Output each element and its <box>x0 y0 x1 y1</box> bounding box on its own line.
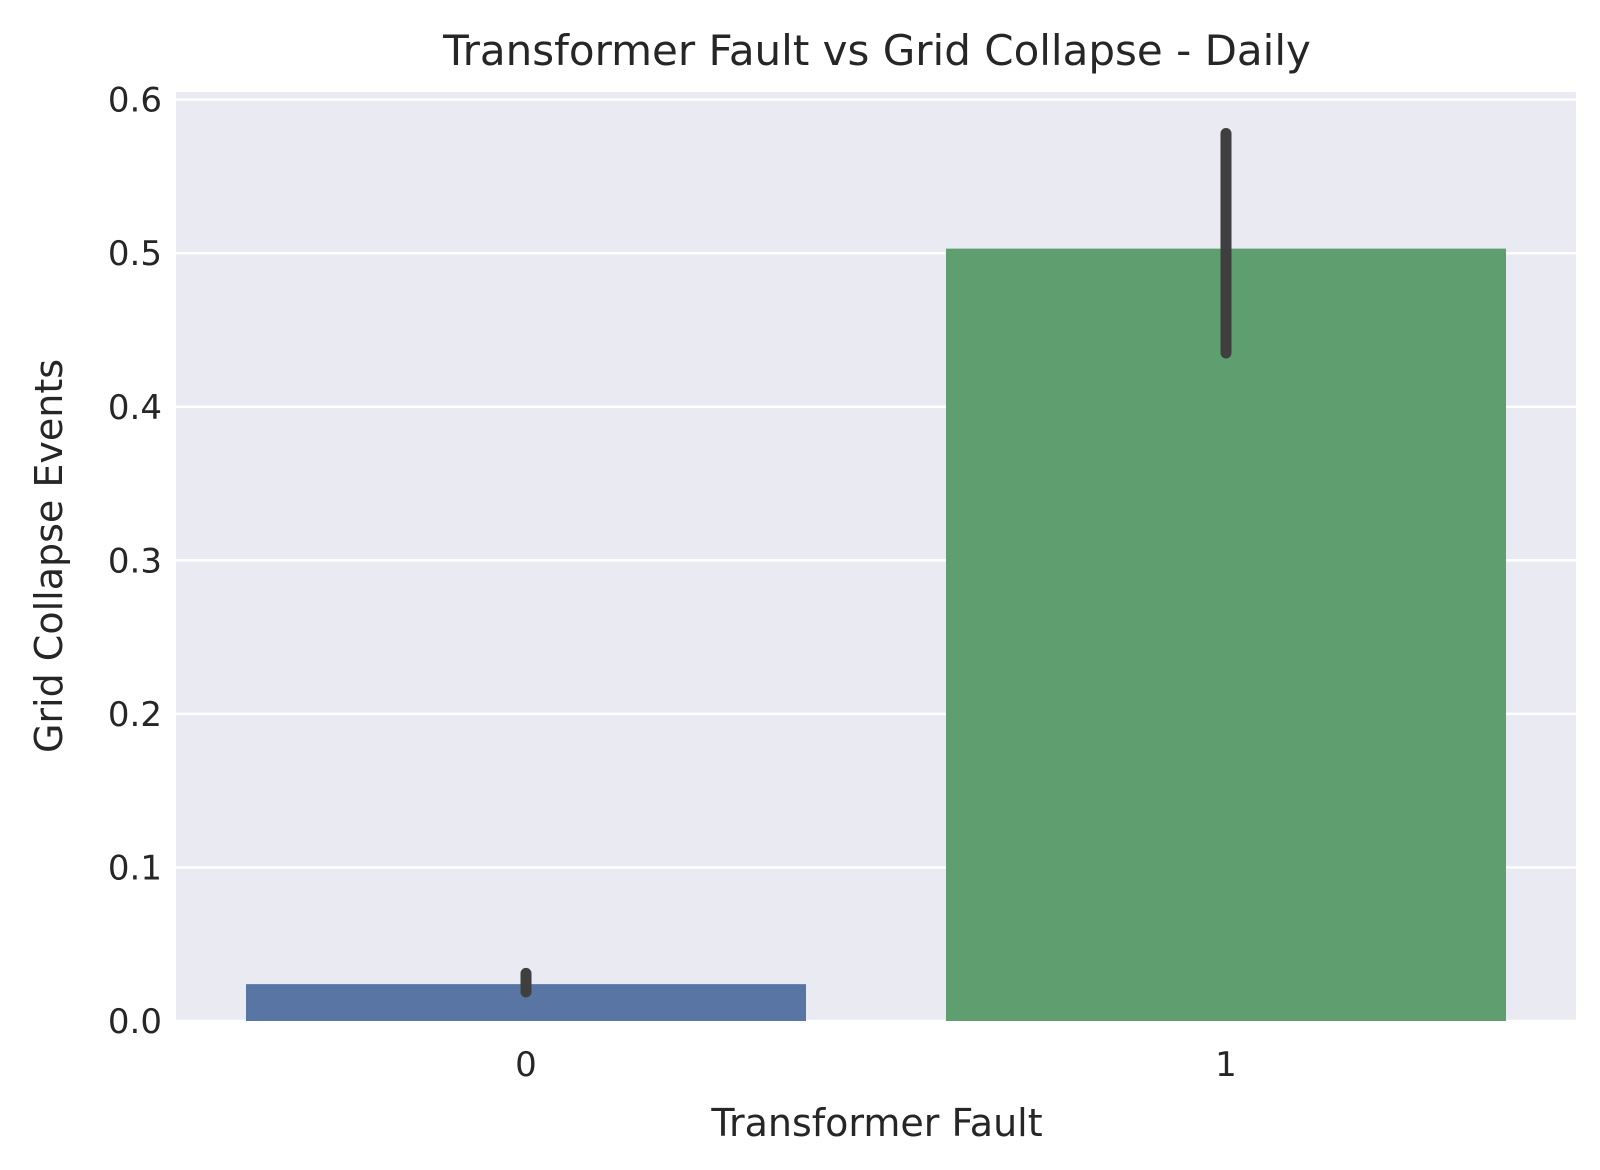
y-tick-label: 0.6 <box>108 81 162 121</box>
y-axis-label: Grid Collapse Events <box>27 359 71 753</box>
y-tick-label: 0.2 <box>108 695 162 735</box>
y-axis-ticks: 0.0 0.1 0.2 0.3 0.4 0.5 0.6 <box>108 81 162 1042</box>
x-tick-label: 1 <box>1215 1045 1237 1085</box>
y-tick-label: 0.3 <box>108 541 162 581</box>
x-axis-label: Transformer Fault <box>710 1101 1042 1145</box>
y-tick-label: 0.4 <box>108 388 162 428</box>
chart-title: Transformer Fault vs Grid Collapse - Dai… <box>442 26 1311 75</box>
error-bars <box>520 127 1232 998</box>
y-tick-label: 0.5 <box>108 234 162 274</box>
x-tick-label: 0 <box>515 1045 537 1085</box>
y-tick-label: 0.1 <box>108 848 162 888</box>
y-tick-label: 0.0 <box>108 1002 162 1042</box>
bar-1 <box>946 248 1506 1022</box>
